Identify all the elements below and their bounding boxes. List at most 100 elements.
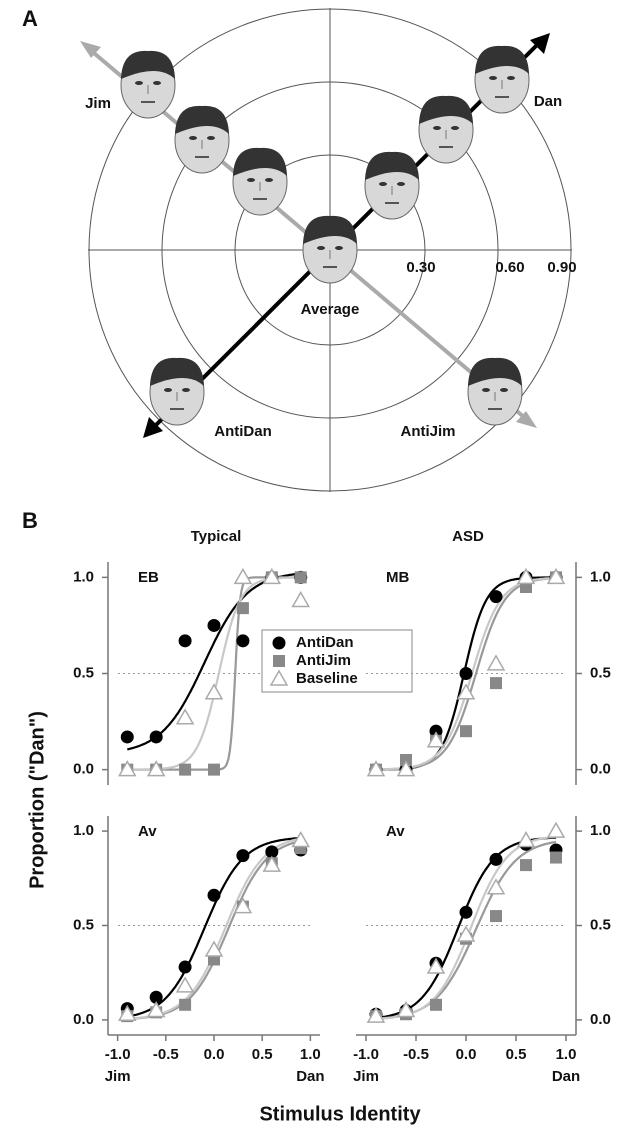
point [204, 683, 224, 700]
point [149, 730, 163, 744]
point [550, 851, 562, 864]
point [426, 957, 446, 974]
eye [182, 388, 190, 392]
y-tick-label: 0.5 [590, 664, 611, 681]
point [429, 724, 443, 738]
point [178, 960, 192, 974]
point [486, 654, 506, 671]
y-tick-label: 1.0 [590, 822, 611, 839]
y-tick-label: 0.0 [590, 761, 611, 778]
x-tick-label: -0.5 [153, 1046, 179, 1063]
point [490, 910, 502, 923]
point [262, 855, 282, 872]
point [366, 1006, 386, 1023]
x-tick-label: -0.5 [403, 1046, 429, 1063]
eye [164, 388, 172, 392]
y-tick-label: 1.0 [73, 822, 94, 839]
point [207, 888, 221, 902]
eye [317, 246, 325, 250]
point [294, 571, 307, 584]
subtitle: Av [386, 823, 405, 840]
point [117, 1004, 137, 1021]
point [520, 859, 532, 872]
point [456, 925, 476, 942]
x-end-label: Jim [105, 1068, 131, 1085]
ring-label: 0.60 [495, 259, 524, 276]
point [175, 976, 195, 993]
arrowhead [516, 411, 537, 428]
face-label: Average [301, 301, 360, 318]
hair [475, 45, 529, 74]
eye [482, 388, 490, 392]
arrowhead [80, 41, 101, 58]
panel-label: B [22, 508, 38, 533]
legend-label: AntiJim [296, 652, 351, 669]
face-label: AntiDan [214, 423, 272, 440]
point [460, 725, 472, 738]
point [396, 760, 416, 777]
point [233, 567, 253, 585]
point [262, 567, 282, 585]
subtitle: MB [386, 569, 409, 586]
point [178, 634, 192, 648]
point [400, 754, 412, 767]
point [117, 760, 137, 777]
hair [233, 147, 287, 176]
y-tick-label: 0.0 [73, 761, 94, 778]
faces [120, 45, 530, 426]
point [120, 730, 134, 744]
x-tick-label: 1.0 [556, 1046, 577, 1063]
point [175, 708, 195, 725]
legend-label: Baseline [296, 670, 358, 687]
subtitle: EB [138, 569, 159, 586]
eye [379, 182, 387, 186]
point [207, 618, 221, 632]
point [204, 940, 224, 957]
legend-label: AntiDan [296, 634, 354, 651]
hair [175, 105, 229, 134]
face-label: Dan [534, 93, 562, 110]
y-tick-label: 0.5 [73, 664, 94, 681]
face-label: AntiJim [400, 423, 455, 440]
point [179, 998, 192, 1011]
arrowhead [530, 33, 550, 54]
eye [451, 126, 459, 130]
point [291, 590, 311, 608]
arrowhead [143, 417, 163, 438]
point [489, 590, 503, 604]
x-tick-label: -1.0 [353, 1046, 379, 1063]
point [426, 731, 446, 748]
x-axis-label: Stimulus Identity [259, 1103, 421, 1125]
point [430, 998, 442, 1011]
point [291, 831, 311, 848]
legend-marker [269, 669, 289, 686]
eye [433, 126, 441, 130]
y-tick-label: 0.0 [73, 1011, 94, 1028]
point [146, 1000, 166, 1018]
eye [207, 136, 215, 140]
point [459, 667, 473, 680]
x-tick-label: 0.0 [204, 1046, 225, 1063]
point [149, 990, 163, 1004]
x-tick-label: 0.5 [252, 1046, 273, 1063]
point [236, 602, 249, 615]
x-tick-label: 1.0 [300, 1046, 321, 1063]
hair [303, 215, 357, 244]
subtitle: Av [138, 823, 157, 840]
point [236, 634, 250, 648]
panel-label: A [22, 6, 38, 31]
point [396, 1000, 416, 1018]
column-title: ASD [452, 528, 484, 545]
point [490, 677, 502, 690]
eye [153, 81, 161, 85]
point [456, 683, 476, 700]
point [516, 831, 536, 848]
y-tick-label: 0.5 [73, 916, 94, 933]
x-end-label: Dan [296, 1068, 324, 1085]
point [233, 897, 253, 914]
eye [500, 388, 508, 392]
eye [247, 178, 255, 182]
eye [507, 76, 515, 80]
legend-marker [273, 655, 285, 667]
point [366, 760, 386, 777]
